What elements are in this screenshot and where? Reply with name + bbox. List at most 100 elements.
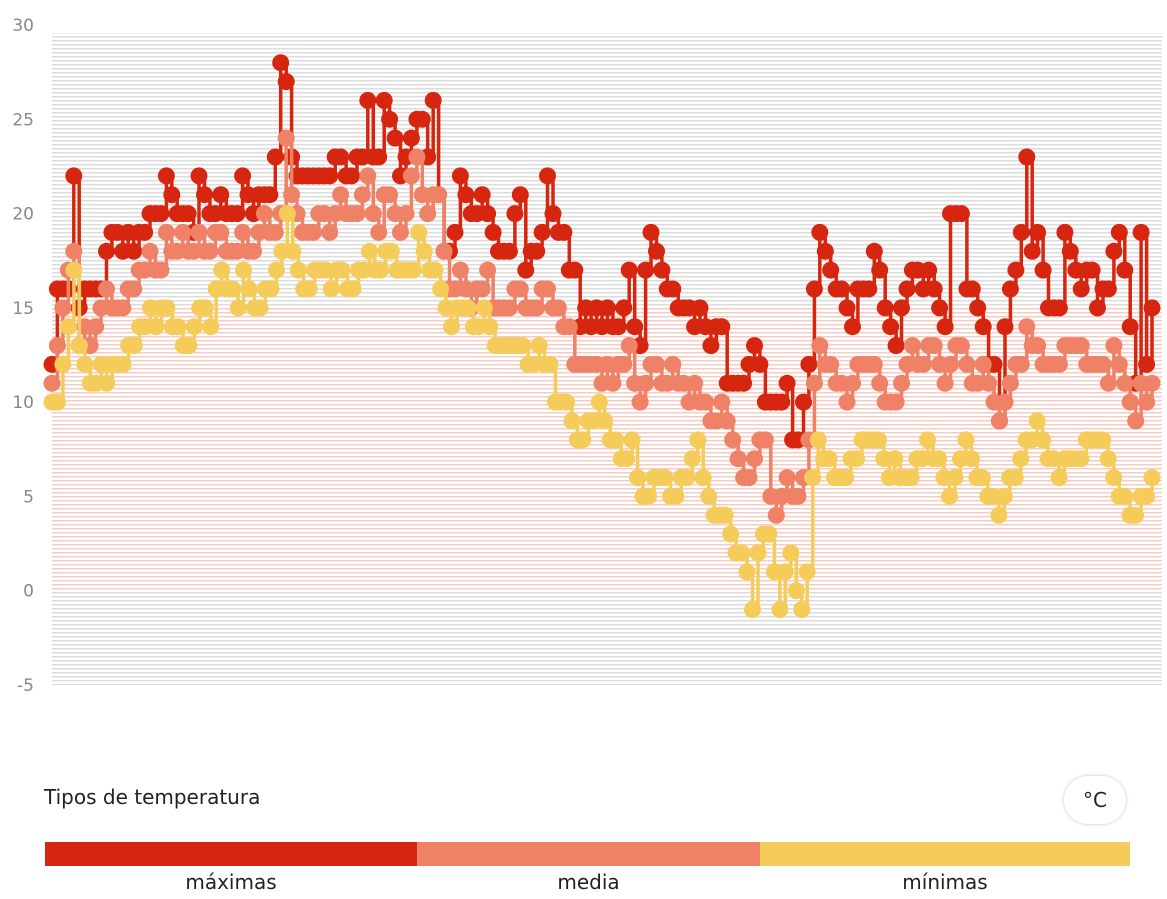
data-point-min[interactable] [98,374,116,392]
data-point-max[interactable] [212,186,230,204]
data-point-media[interactable] [865,355,883,373]
data-point-max[interactable] [98,242,115,260]
data-point-max[interactable] [1029,223,1047,241]
data-point-max[interactable] [1105,242,1123,260]
data-point-min[interactable] [869,431,887,449]
data-point-min[interactable] [618,450,636,468]
data-point-min[interactable] [158,299,176,317]
data-point-min[interactable] [185,318,203,336]
data-point-min[interactable] [415,242,433,260]
data-point-max[interactable] [653,261,671,279]
data-point-max[interactable] [795,393,812,411]
data-point-media[interactable] [697,393,714,411]
data-point-max[interactable] [1072,280,1090,298]
data-point-max[interactable] [277,73,295,91]
data-point-media[interactable] [789,487,807,505]
data-point-max[interactable] [386,129,404,147]
data-point-min[interactable] [333,261,351,279]
data-point-min[interactable] [371,261,389,279]
data-point-min[interactable] [563,412,581,430]
data-point-min[interactable] [804,469,822,487]
data-point-min[interactable] [919,431,937,449]
data-point-min[interactable] [623,431,641,449]
data-point-media[interactable] [190,223,208,241]
data-point-min[interactable] [169,318,187,336]
data-point-min[interactable] [514,337,532,355]
data-point-max[interactable] [152,205,170,223]
data-point-min[interactable] [235,261,252,279]
data-point-media[interactable] [746,450,763,468]
data-point-media[interactable] [1072,337,1090,355]
data-point-min[interactable] [1072,450,1090,468]
data-point-min[interactable] [54,355,72,373]
data-point-min[interactable] [530,337,548,355]
data-point-media[interactable] [724,431,742,449]
data-point-media[interactable] [332,186,350,204]
data-point-media[interactable] [125,280,143,298]
data-point-min[interactable] [694,469,712,487]
data-point-media[interactable] [157,223,175,241]
data-point-max[interactable] [1116,261,1134,279]
legend-item-media[interactable]: media [417,842,760,894]
data-point-max[interactable] [648,242,665,260]
data-point-media[interactable] [408,148,426,166]
data-point-media[interactable] [903,337,921,355]
data-point-min[interactable] [541,355,559,373]
data-point-min[interactable] [1099,450,1117,468]
data-point-media[interactable] [1121,393,1139,411]
data-point-media[interactable] [740,469,758,487]
data-point-media[interactable] [392,223,409,241]
data-point-media[interactable] [348,205,366,223]
data-point-max[interactable] [473,186,491,204]
data-point-max[interactable] [893,299,910,317]
data-point-media[interactable] [1094,355,1112,373]
data-point-min[interactable] [344,280,362,298]
data-point-min[interactable] [1034,431,1051,449]
data-point-max[interactable] [1143,299,1161,317]
data-point-media[interactable] [473,280,491,298]
data-point-media[interactable] [1050,355,1068,373]
data-point-max[interactable] [811,223,829,241]
data-point-media[interactable] [952,337,970,355]
data-point-media[interactable] [255,205,273,223]
data-point-media[interactable] [54,299,72,317]
data-point-max[interactable] [136,223,154,241]
data-point-min[interactable] [1138,487,1155,505]
data-point-media[interactable] [822,355,840,373]
data-point-media[interactable] [996,393,1014,411]
data-point-media[interactable] [174,223,192,241]
data-point-media[interactable] [914,355,932,373]
data-point-max[interactable] [805,280,823,298]
data-point-max[interactable] [615,299,633,317]
data-point-media[interactable] [767,506,785,524]
data-point-media[interactable] [451,261,469,279]
data-point-media[interactable] [936,374,954,392]
data-point-min[interactable] [590,393,608,411]
data-point-media[interactable] [838,393,856,411]
data-point-media[interactable] [321,223,339,241]
data-point-media[interactable] [353,186,371,204]
data-point-min[interactable] [443,318,460,336]
data-point-min[interactable] [196,299,214,317]
data-point-min[interactable] [1105,469,1123,487]
data-point-media[interactable] [141,242,159,260]
data-point-max[interactable] [1083,261,1101,279]
data-point-min[interactable] [322,280,340,298]
data-point-max[interactable] [822,261,840,279]
data-point-max[interactable] [566,261,584,279]
data-point-max[interactable] [844,318,861,336]
data-point-media[interactable] [1105,337,1123,355]
data-point-media[interactable] [778,469,796,487]
data-point-min[interactable] [426,261,444,279]
data-point-media[interactable] [811,337,829,355]
data-point-min[interactable] [59,318,77,336]
data-point-media[interactable] [234,223,252,241]
data-point-media[interactable] [1012,355,1030,373]
data-point-min[interactable] [798,563,816,581]
data-point-max[interactable] [1089,299,1106,317]
data-point-min[interactable] [432,280,450,298]
data-point-max[interactable] [1023,242,1041,260]
data-point-media[interactable] [304,223,322,241]
unit-toggle-button[interactable]: °C [1064,776,1126,824]
legend-item-min[interactable]: mínimas [760,842,1130,894]
